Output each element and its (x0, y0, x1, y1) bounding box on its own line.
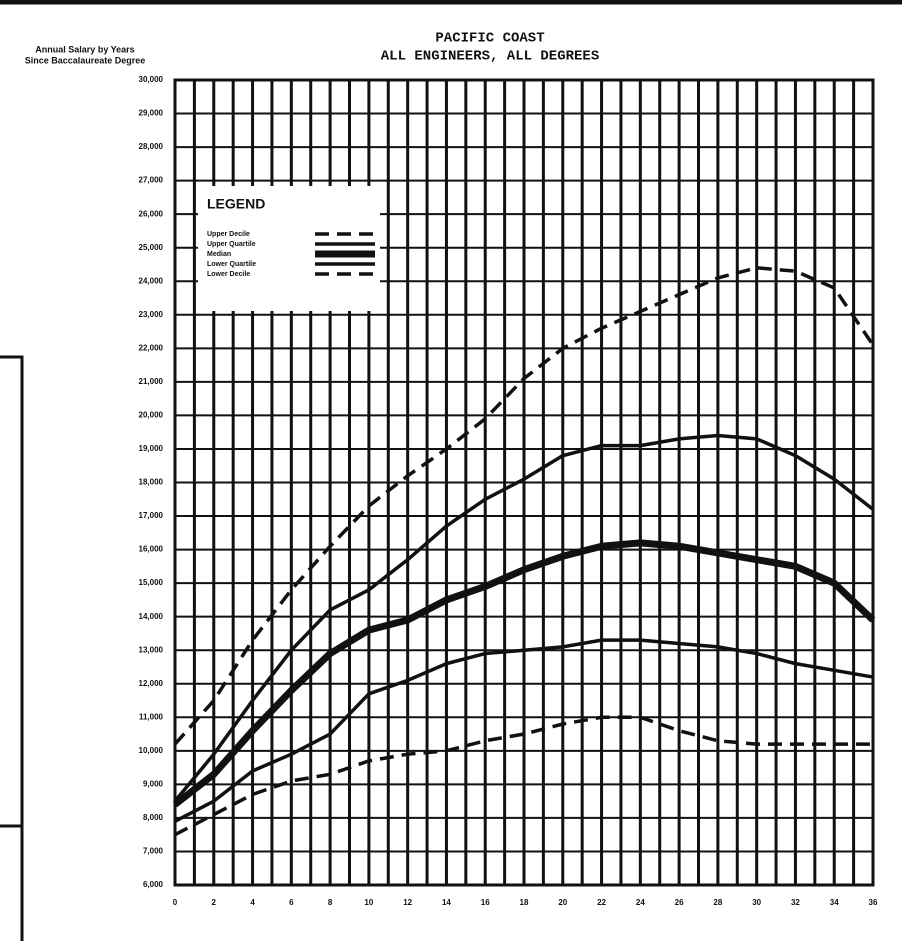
series-line (172, 539, 876, 808)
y-tick-label: 21,000 (139, 377, 164, 386)
x-tick-label: 14 (442, 898, 451, 907)
x-tick-label: 12 (403, 898, 412, 907)
x-tick-label: 18 (520, 898, 529, 907)
x-tick-label: 32 (791, 898, 800, 907)
x-tick-label: 30 (752, 898, 761, 907)
y-tick-label: 8,000 (143, 813, 164, 822)
y-tick-label: 7,000 (143, 847, 164, 856)
x-tick-label: 6 (289, 898, 294, 907)
x-tick-label: 28 (713, 898, 722, 907)
x-tick-label: 24 (636, 898, 645, 907)
x-tick-label: 8 (328, 898, 333, 907)
y-tick-label: 20,000 (139, 411, 164, 420)
x-tick-label: 36 (869, 898, 878, 907)
y-tick-label: 18,000 (139, 478, 164, 487)
y-tick-label: 26,000 (139, 209, 164, 218)
series-line (174, 638, 874, 823)
y-tick-label: 24,000 (139, 276, 164, 285)
y-tick-label: 12,000 (139, 679, 164, 688)
scan-edge (0, 824, 24, 941)
y-tick-label: 13,000 (139, 645, 164, 654)
y-tick-label: 11,000 (139, 712, 164, 721)
y-tick-label: 16,000 (139, 545, 164, 554)
y-tick-label: 27,000 (139, 176, 164, 185)
x-tick-label: 20 (558, 898, 567, 907)
x-tick-label: 22 (597, 898, 606, 907)
x-tick-label: 10 (364, 898, 373, 907)
y-tick-label: 29,000 (139, 109, 164, 118)
plot-lines (172, 266, 876, 837)
y-axis-label: Since Baccalaureate Degree (25, 55, 146, 65)
legend-title: LEGEND (207, 196, 265, 212)
legend: LEGEND Upper Decile Upper Quartile Median L… (198, 186, 380, 311)
y-tick-label: 25,000 (139, 243, 164, 252)
series-line (174, 715, 873, 837)
y-tick-label: 14,000 (139, 612, 164, 621)
y-tick-label: 30,000 (139, 75, 164, 84)
plot-frame (173, 78, 875, 887)
legend-label: Upper Decile (207, 231, 250, 238)
legend-label: Upper Quartile (207, 241, 256, 248)
x-tick-label: 4 (250, 898, 255, 907)
y-tick-label: 6,000 (143, 880, 164, 889)
series-line (173, 433, 875, 803)
x-tick-label: 34 (830, 898, 839, 907)
legend-label: Median (207, 251, 231, 258)
legend-box (198, 186, 380, 311)
chart-subtitle: ALL ENGINEERS, ALL DEGREES (381, 49, 599, 65)
y-tick-label: 10,000 (139, 746, 164, 755)
y-tick-label: 17,000 (139, 511, 164, 520)
y-tick-label: 28,000 (139, 142, 164, 151)
y-tick-label: 22,000 (139, 343, 164, 352)
y-axis-label: Annual Salary by Years (35, 44, 134, 54)
series-line (173, 266, 875, 746)
y-tick-label: 19,000 (139, 444, 164, 453)
y-tick-label: 15,000 (139, 578, 164, 587)
x-tick-label: 26 (675, 898, 684, 907)
x-tick-label: 2 (212, 898, 217, 907)
chart-title: PACIFIC COAST (435, 31, 544, 47)
y-tick-label: 9,000 (143, 779, 164, 788)
y-tick-label: 23,000 (139, 310, 164, 319)
x-tick-label: 16 (481, 898, 490, 907)
legend-label: Lower Decile (207, 271, 250, 278)
legend-label: Lower Quartile (207, 261, 256, 268)
x-tick-label: 0 (173, 898, 178, 907)
